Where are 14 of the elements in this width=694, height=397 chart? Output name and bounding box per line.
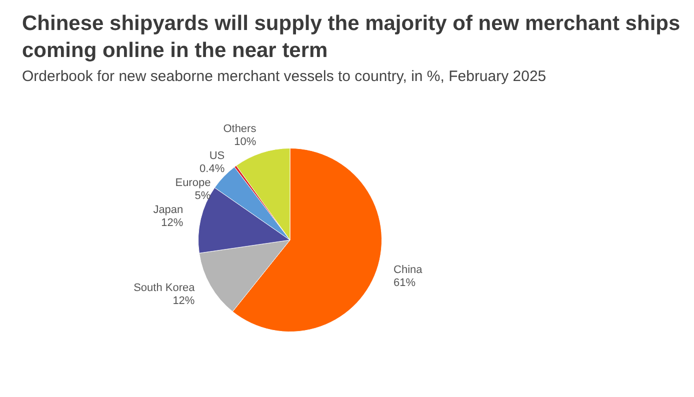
- data-label: 5%: [194, 190, 211, 202]
- slice-label: South Korea: [134, 282, 196, 294]
- slice-label: China: [394, 264, 424, 276]
- slice-label: Japan: [153, 204, 184, 216]
- slice-label: US: [209, 150, 225, 162]
- slice-label: Europe: [175, 177, 211, 190]
- data-label: 61%: [394, 276, 416, 289]
- slice-label: Others: [223, 123, 257, 136]
- chart-title: Chinese shipyards will supply the majority of new merchant ships coming online in the near term: [22, 11, 682, 64]
- chart-subtitle: Orderbook for new seaborne merchant vessels to country, in %, February 2025: [22, 68, 546, 85]
- data-label: 12%: [161, 217, 184, 230]
- data-label: 12%: [172, 295, 195, 308]
- data-label: 0.4%: [200, 163, 225, 176]
- data-label: 10%: [234, 136, 256, 148]
